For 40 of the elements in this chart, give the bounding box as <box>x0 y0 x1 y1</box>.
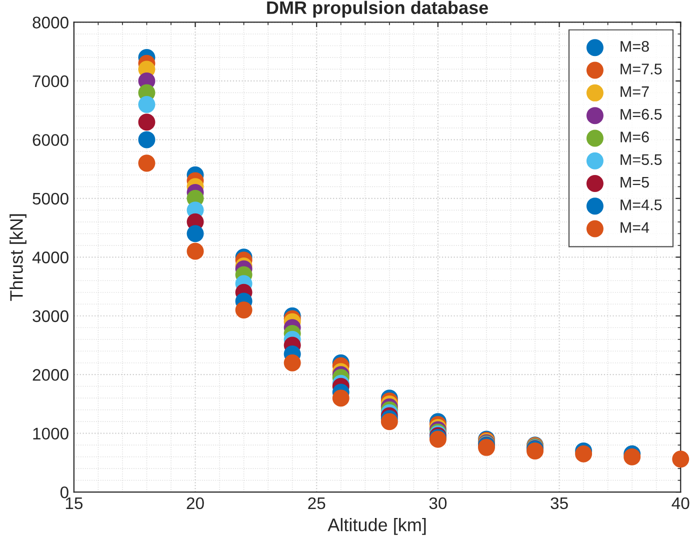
legend-label: M=6.5 <box>620 108 662 120</box>
chart-title: DMR propulsion database <box>267 0 488 18</box>
point <box>575 445 592 462</box>
legend-label: M=7 <box>620 86 649 97</box>
legend-label: M=8 <box>620 40 649 52</box>
legend-label: M=4.5 <box>620 200 662 210</box>
x-tick-label: 15 <box>66 498 83 510</box>
y-tick-label: 8000 <box>32 16 68 28</box>
y-tick-label: 1000 <box>33 428 68 440</box>
point <box>138 131 156 148</box>
x-tick-label: 25 <box>308 497 326 510</box>
x-tick-label: 35 <box>550 497 568 510</box>
legend-label: M=5 <box>620 177 649 188</box>
point <box>138 114 156 131</box>
y-tick-label: 3000 <box>32 310 68 322</box>
point <box>624 448 641 466</box>
x-tick-label: 20 <box>186 497 204 510</box>
x-tick-label: 30 <box>429 497 447 510</box>
point <box>672 450 690 468</box>
point <box>138 96 156 113</box>
legend-label: M=7.5 <box>620 64 662 74</box>
y-tick-label: 4000 <box>32 252 68 264</box>
point <box>186 225 204 242</box>
point <box>186 242 204 260</box>
y-tick-label: 2000 <box>32 369 68 381</box>
legend-label: M=6 <box>620 132 649 142</box>
point <box>235 302 252 319</box>
point <box>284 354 301 372</box>
point <box>380 413 398 430</box>
y-tick-label: 7000 <box>32 75 68 88</box>
x-tick-label: 40 <box>672 497 690 510</box>
legend-label: M=5.5 <box>620 154 662 166</box>
y-tick-label: 6000 <box>32 134 68 146</box>
x-axis-title: Altitude [km] <box>328 518 426 535</box>
y-axis-title: Thrust [kN] <box>10 214 26 301</box>
legend-label: M=4 <box>620 222 650 233</box>
y-tick-label: 0 <box>60 486 68 498</box>
point <box>332 390 350 407</box>
point <box>138 154 156 172</box>
y-tick-label: 5000 <box>32 192 68 205</box>
